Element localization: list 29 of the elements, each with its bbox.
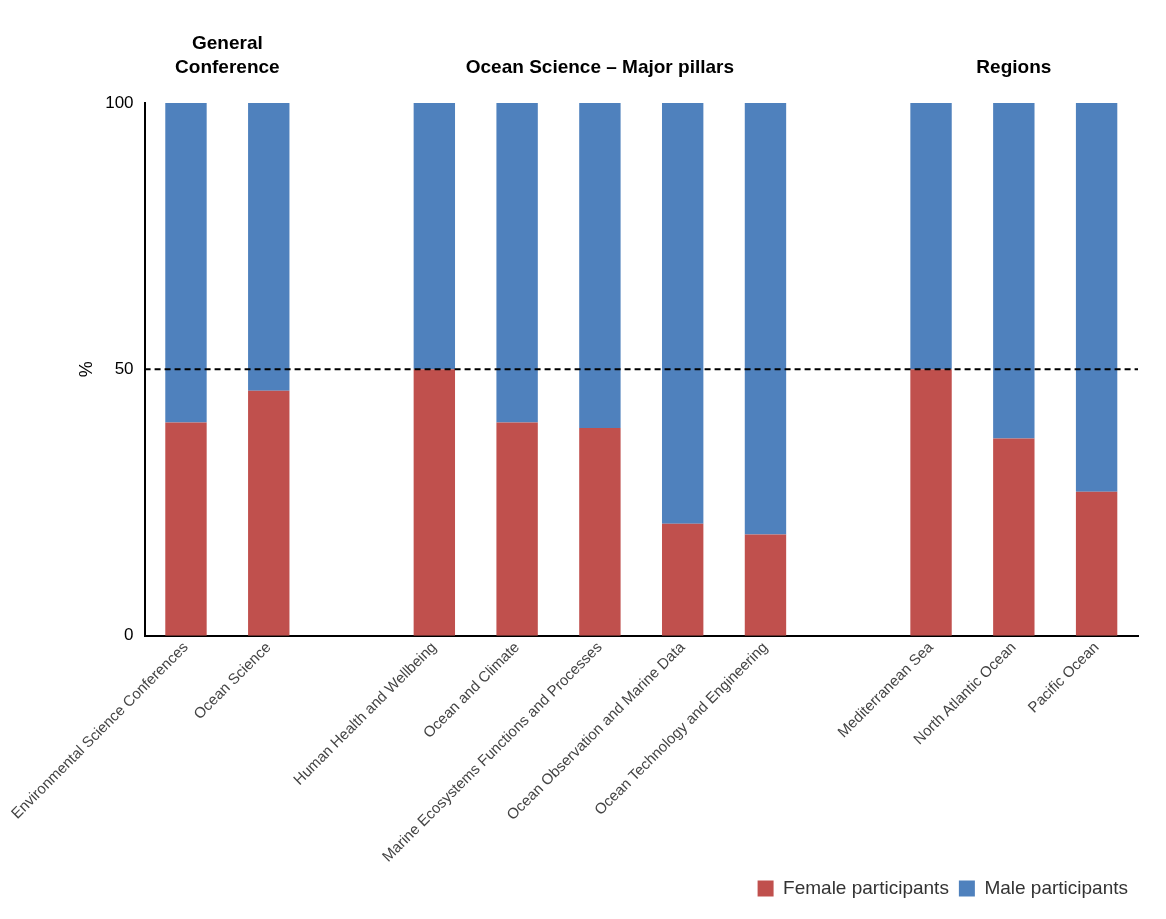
- legend-label: Male participants: [984, 876, 1128, 898]
- bar: [165, 103, 207, 423]
- y-tick-label: 0: [124, 625, 134, 645]
- y-tick-label: 50: [114, 359, 134, 379]
- text: Ocean Science – Major pillars: [465, 56, 735, 78]
- bar: [496, 422, 538, 636]
- bar: [248, 390, 290, 636]
- bar: [496, 103, 538, 423]
- bar: [661, 523, 704, 636]
- legend-label: Female participants: [783, 876, 949, 898]
- bar: [1075, 103, 1118, 492]
- text: General Conference: [175, 32, 280, 78]
- bar: [661, 103, 704, 524]
- bar: [744, 534, 787, 636]
- bar: [744, 103, 787, 535]
- bar: [1075, 491, 1118, 636]
- text: Regions: [976, 56, 1052, 78]
- bar: [993, 438, 1035, 636]
- bar: [993, 103, 1035, 439]
- bar: [579, 427, 621, 636]
- bar: [413, 103, 456, 370]
- bar: [248, 103, 290, 391]
- bar: [165, 422, 207, 636]
- bar: [910, 103, 952, 370]
- bar: [413, 369, 456, 636]
- bar: [910, 369, 952, 636]
- y-axis-title: %: [76, 361, 97, 378]
- bar: [579, 103, 621, 428]
- y-tick-label: 100: [105, 92, 134, 112]
